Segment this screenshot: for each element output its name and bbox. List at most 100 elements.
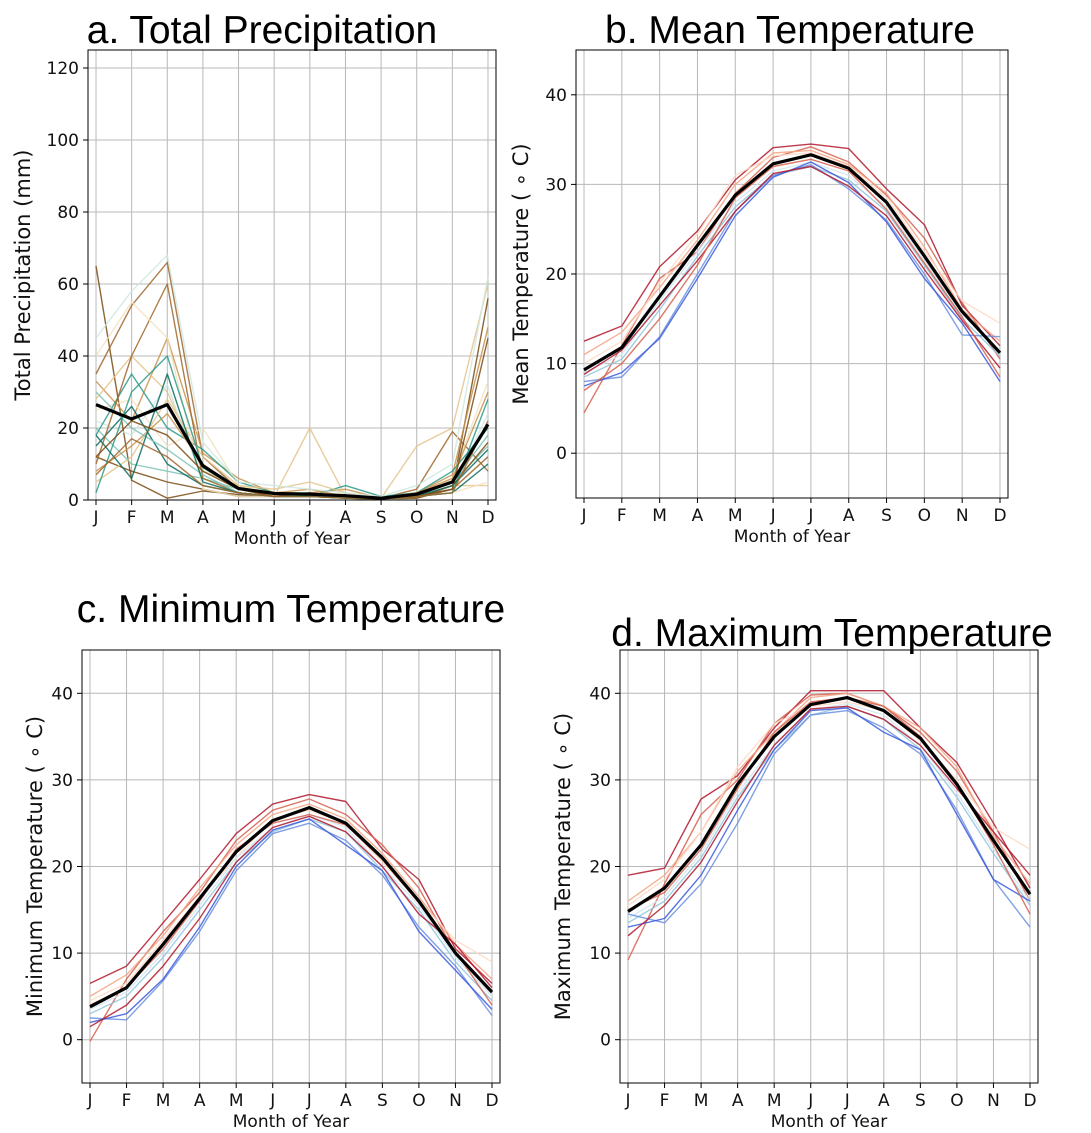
ensemble-series-line	[95, 283, 489, 499]
x-tick-label: A	[340, 1091, 352, 1111]
ensemble-series-line	[89, 813, 493, 1011]
x-tick-label: J	[306, 508, 312, 528]
panel-title: b. Mean Temperature	[605, 9, 975, 52]
panel-c: J F M A M J J A S O N D 0 10 20 30 40 Month of Year Minimu…	[23, 588, 505, 1132]
y-tick-label: 60	[57, 275, 79, 295]
x-tick-label: D	[1023, 1091, 1036, 1111]
ensemble-lines	[583, 143, 1002, 414]
x-tick-label: S	[377, 1091, 388, 1111]
y-axis-label: Maximum Temperature ( ∘ C)	[551, 713, 575, 1020]
ensemble-series-line	[627, 705, 1031, 924]
ensemble-series-line	[627, 690, 1031, 889]
y-tick-label: 10	[545, 355, 567, 375]
ensemble-series-line	[89, 798, 493, 1042]
ensemble-series-line	[89, 793, 493, 985]
ensemble-series-line	[95, 373, 489, 499]
ensemble-lines	[95, 254, 490, 500]
x-tick-label: J	[624, 1091, 630, 1111]
ensemble-series-line	[627, 709, 1031, 928]
y-tick-label: 0	[62, 1031, 73, 1051]
x-tick-label: M	[767, 1091, 782, 1111]
ensemble-series-line	[627, 703, 1031, 920]
ensemble-series-line	[627, 692, 1031, 961]
y-tick-label: 30	[51, 771, 73, 791]
x-tick-label: O	[918, 506, 931, 526]
x-tick-label: N	[449, 1091, 462, 1111]
mean-series-line	[95, 403, 490, 500]
panel-title: c. Minimum Temperature	[77, 588, 505, 631]
y-tick-label: 0	[68, 491, 79, 511]
x-tick-label: S	[376, 508, 387, 528]
ensemble-series-line	[89, 809, 493, 1002]
ensemble-series-line	[583, 143, 1001, 347]
y-tick-label: 40	[545, 86, 567, 106]
x-tick-label: F	[617, 506, 627, 526]
x-axis-label: Month of Year	[234, 529, 350, 549]
y-tick-label: 40	[589, 684, 611, 704]
ensemble-series-line	[95, 265, 489, 500]
x-tick-label: O	[412, 1091, 425, 1111]
ensemble-lines	[627, 690, 1032, 961]
y-axis-label: Minimum Temperature ( ∘ C)	[23, 716, 47, 1017]
x-tick-label: D	[485, 1091, 498, 1111]
x-axis-label: Month of Year	[233, 1112, 349, 1132]
panel-title: a. Total Precipitation	[87, 9, 438, 52]
x-tick-label: J	[86, 1091, 92, 1111]
x-tick-label: D	[993, 506, 1006, 526]
x-tick-label: J	[269, 1091, 275, 1111]
x-tick-label: J	[92, 508, 98, 528]
ensemble-series-line	[583, 158, 1001, 392]
ensemble-series-line	[89, 822, 493, 1021]
x-tick-label: J	[580, 506, 586, 526]
x-tick-label: N	[956, 506, 969, 526]
x-tick-label: M	[694, 1091, 709, 1111]
ensemble-series-line	[583, 161, 1001, 374]
y-tick-label: 20	[51, 858, 73, 878]
x-tick-label: A	[197, 508, 209, 528]
ensemble-series-line	[583, 165, 1001, 375]
ensemble-series-line	[583, 165, 1001, 378]
x-tick-label: F	[660, 1091, 670, 1111]
x-tick-label: J	[271, 508, 277, 528]
x-tick-label: N	[446, 508, 459, 528]
x-axis-label: Month of Year	[771, 1112, 887, 1132]
y-axis-label: Mean Temperature ( ∘ C)	[509, 143, 533, 404]
mean-series-line	[583, 153, 1002, 372]
y-tick-label: 40	[51, 684, 73, 704]
x-tick-label: O	[410, 508, 423, 528]
x-tick-label: A	[340, 508, 352, 528]
y-tick-label: 30	[545, 175, 567, 195]
x-tick-label: M	[156, 1091, 171, 1111]
x-tick-label: A	[878, 1091, 890, 1111]
x-tick-label: S	[881, 506, 892, 526]
ensemble-series-line	[627, 705, 1031, 937]
y-tick-label: 40	[57, 347, 79, 367]
x-tick-label: F	[127, 508, 137, 528]
x-tick-label: J	[844, 1091, 850, 1111]
y-tick-label: 0	[600, 1031, 611, 1051]
ensemble-series-line	[89, 803, 493, 998]
ensemble-series-line	[89, 815, 493, 1028]
ensemble-series-line	[583, 152, 1001, 365]
x-tick-label: J	[807, 506, 813, 526]
ensemble-series-line	[89, 818, 493, 1024]
y-tick-label: 10	[51, 944, 73, 964]
y-tick-label: 30	[589, 771, 611, 791]
y-tick-label: 20	[589, 858, 611, 878]
y-tick-label: 20	[545, 265, 567, 285]
ensemble-series-line	[95, 391, 489, 499]
y-axis-label: Total Precipitation (mm)	[11, 150, 35, 402]
x-tick-label: O	[950, 1091, 963, 1111]
x-tick-label: M	[160, 508, 175, 528]
x-tick-label: A	[194, 1091, 206, 1111]
panel-a: J F M A M J J A S O N D 0 20 40 60 80 100 120 Month of Year…	[11, 9, 497, 549]
x-tick-label: M	[728, 506, 743, 526]
y-tick-label: 80	[57, 203, 79, 223]
y-tick-label: 100	[47, 131, 79, 151]
ensemble-lines	[89, 793, 494, 1042]
ensemble-series-line	[95, 355, 488, 499]
mean-series-line	[89, 805, 494, 1009]
ensemble-series-line	[95, 420, 489, 500]
ensemble-series-line	[583, 149, 1001, 356]
